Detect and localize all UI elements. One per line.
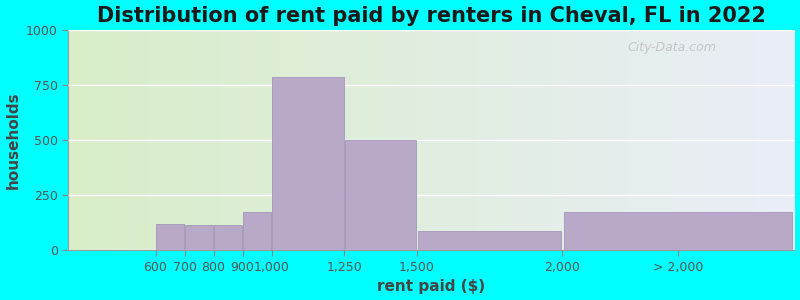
Text: City-Data.com: City-Data.com: [627, 41, 716, 54]
Bar: [565, 212, 792, 250]
Bar: [243, 212, 271, 250]
Bar: [156, 224, 184, 250]
Bar: [345, 140, 416, 250]
Y-axis label: households: households: [6, 92, 21, 189]
Title: Distribution of rent paid by renters in Cheval, FL in 2022: Distribution of rent paid by renters in …: [97, 6, 766, 26]
Bar: [214, 225, 242, 250]
Bar: [185, 225, 214, 250]
Bar: [418, 231, 561, 250]
Bar: [273, 77, 343, 250]
X-axis label: rent paid ($): rent paid ($): [378, 279, 486, 294]
